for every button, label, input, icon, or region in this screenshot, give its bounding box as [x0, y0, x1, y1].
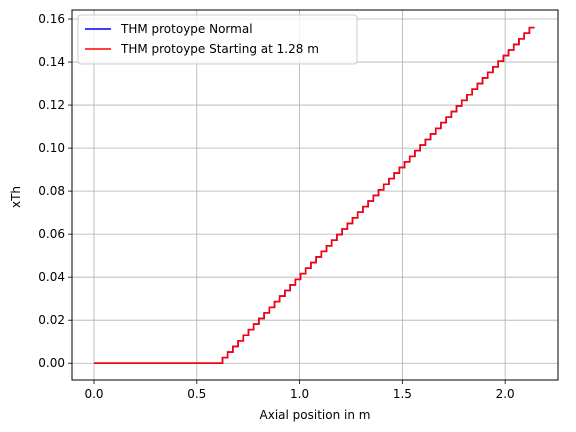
legend-label-normal: THM protoype Normal	[120, 22, 253, 36]
y-tick-label: 0.00	[38, 356, 65, 370]
y-tick-label: 0.10	[38, 141, 65, 155]
x-tick-label: 1.0	[290, 387, 309, 401]
y-tick-label: 0.02	[38, 313, 65, 327]
y-tick-label: 0.06	[38, 227, 65, 241]
y-tick-label: 0.14	[38, 55, 65, 69]
y-tick-label: 0.12	[38, 98, 65, 112]
legend: THM protoype Normal THM protoype Startin…	[77, 14, 358, 65]
y-tick-label: 0.16	[38, 12, 65, 26]
y-axis-ticks: 0.00 0.02 0.04 0.06 0.08 0.10 0.12 0.14 0.16	[38, 12, 72, 370]
axes-frame	[71, 9, 559, 381]
x-axis-label: Axial position in m	[260, 408, 371, 422]
x-axis-ticks: 0.0 0.5 1.0 1.5 2.0	[84, 380, 515, 401]
y-tick-label: 0.04	[38, 270, 65, 284]
x-tick-label: 2.0	[496, 387, 515, 401]
x-tick-label: 0.0	[84, 387, 103, 401]
series-line-starting	[94, 26, 535, 365]
x-tick-label: 0.5	[187, 387, 206, 401]
series-layer	[94, 26, 535, 365]
y-axis-label: xTh	[9, 186, 23, 208]
y-tick-label: 0.08	[38, 184, 65, 198]
x-tick-label: 1.5	[393, 387, 412, 401]
legend-label-starting: THM protoype Starting at 1.28 m	[120, 42, 319, 56]
legend-box	[77, 14, 358, 65]
